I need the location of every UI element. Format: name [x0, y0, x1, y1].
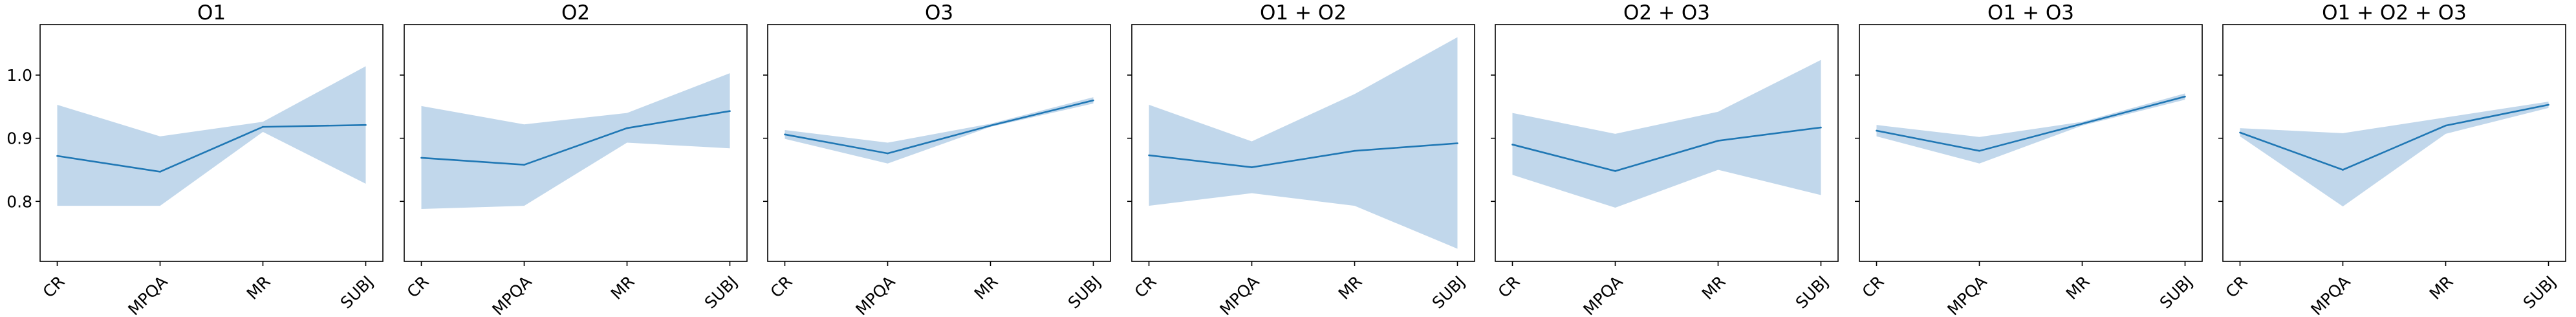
data-point-mpqa	[1614, 170, 1616, 172]
mean-line	[421, 110, 730, 166]
mean-line	[1512, 126, 1821, 172]
y-tick-label: 0.8	[6, 192, 32, 211]
x-tick-label: CR	[1495, 272, 1524, 301]
x-tick-label: CR	[767, 272, 796, 301]
plot-frame	[2222, 24, 2566, 262]
mean-line	[57, 124, 366, 173]
data-point-mr	[626, 127, 628, 129]
panel-title: O1	[197, 1, 226, 25]
x-tick-label: CR	[1859, 272, 1888, 301]
confidence-band	[2240, 102, 2549, 207]
data-point-mpqa	[1251, 166, 1253, 168]
data-point-mpqa	[2342, 169, 2344, 171]
data-point-mr	[2445, 124, 2447, 127]
x-tick-label: MR	[1698, 272, 1729, 303]
mean-line	[1876, 96, 2185, 152]
data-point-cr	[2239, 131, 2241, 134]
x-tick-label: MR	[971, 272, 1002, 303]
panel-2: O2 CR MPQA MR SUBJ	[400, 1, 748, 317]
mean-line	[785, 99, 1094, 155]
x-tick-label: CR	[1131, 272, 1160, 301]
data-point-cr	[1511, 144, 1513, 146]
x-tick-label: MPQA	[1943, 272, 1990, 317]
data-point-mr	[1717, 140, 1719, 142]
data-point-mpqa	[887, 152, 889, 155]
data-point-cr	[1148, 154, 1150, 157]
x-tick-label: MR	[607, 272, 638, 303]
x-tick-label: MPQA	[124, 272, 171, 317]
x-tick-label: CR	[39, 272, 69, 301]
x-tick-label: MPQA	[1216, 272, 1262, 317]
x-tick-label: SUBJ	[337, 272, 377, 312]
confidence-band	[1876, 93, 2185, 164]
x-tick-label: SUBJ	[1065, 272, 1105, 312]
x-tick-label: MR	[1335, 272, 1366, 303]
x-tick-label: MR	[2062, 272, 2094, 303]
confidence-band	[785, 97, 1094, 164]
x-tick-label: SUBJ	[2156, 272, 2196, 312]
x-tick-label: CR	[2222, 272, 2251, 301]
y-tick-label: 1.0	[6, 66, 32, 85]
data-point-cr	[420, 157, 422, 159]
panel-title: O1 + O2	[1260, 1, 1347, 25]
panel-1: O1 0.8 0.9 1.0 CR MPQA MR SUBJ	[6, 1, 384, 317]
x-tick-label: MPQA	[488, 272, 535, 317]
data-point-mpqa	[1978, 149, 1980, 152]
data-point-mr	[2081, 122, 2083, 125]
x-tick-label: MPQA	[1579, 272, 1626, 317]
data-point-subj	[1456, 142, 1458, 144]
plot-frame	[1859, 24, 2203, 262]
data-point-cr	[784, 133, 786, 136]
panel-4: O1 + O2 CR MPQA MR SUBJ	[1127, 1, 1475, 317]
data-point-subj	[1092, 99, 1094, 102]
data-point-subj	[2548, 104, 2549, 106]
x-tick-label: MPQA	[2307, 272, 2354, 317]
panel-3: O3 CR MPQA MR SUBJ	[763, 1, 1111, 317]
data-point-subj	[365, 124, 367, 126]
panel-5: O2 + O3 CR MPQA MR SUBJ	[1491, 1, 1839, 317]
confidence-band	[57, 66, 366, 206]
data-point-mpqa	[159, 171, 161, 173]
confidence-band	[1149, 37, 1458, 249]
panel-title: O3	[925, 1, 953, 25]
panel-6: O1 + O3 CR MPQA MR SUBJ	[1855, 1, 2203, 317]
confidence-band	[1512, 60, 1821, 208]
plot-frame	[39, 24, 384, 262]
x-tick-label: SUBJ	[1429, 272, 1469, 312]
x-tick-label: MR	[2426, 272, 2457, 303]
x-tick-label: SUBJ	[2520, 272, 2560, 312]
plot-frame	[1131, 24, 1475, 262]
panel-title: O2	[561, 1, 590, 25]
panel-title: O2 + O3	[1623, 1, 1710, 25]
y-tick-label: 0.9	[6, 129, 32, 148]
data-point-subj	[729, 110, 731, 113]
data-point-mr	[990, 124, 991, 127]
x-tick-label: SUBJ	[701, 272, 741, 312]
plot-frame	[404, 24, 748, 262]
x-tick-label: SUBJ	[1792, 272, 1832, 312]
data-point-mr	[1354, 149, 1356, 152]
x-tick-label: CR	[404, 272, 433, 301]
confidence-band	[421, 73, 730, 209]
panel-7: O1 + O2 + O3 CR MPQA MR SUBJ	[2218, 1, 2566, 317]
panel-title: O1 + O2 + O3	[2322, 1, 2467, 25]
plot-frame	[1495, 24, 1839, 262]
data-point-cr	[1876, 129, 1878, 132]
plot-frame	[767, 24, 1111, 262]
data-point-mpqa	[523, 164, 525, 166]
data-point-cr	[56, 155, 58, 157]
mean-line	[2240, 104, 2549, 171]
data-point-mr	[262, 126, 264, 128]
panel-title: O1 + O3	[1987, 1, 2074, 25]
x-tick-label: MPQA	[852, 272, 898, 317]
x-tick-label: MR	[243, 272, 274, 303]
mean-line	[1149, 142, 1458, 168]
data-point-subj	[2184, 95, 2186, 98]
data-point-subj	[1820, 126, 1822, 129]
